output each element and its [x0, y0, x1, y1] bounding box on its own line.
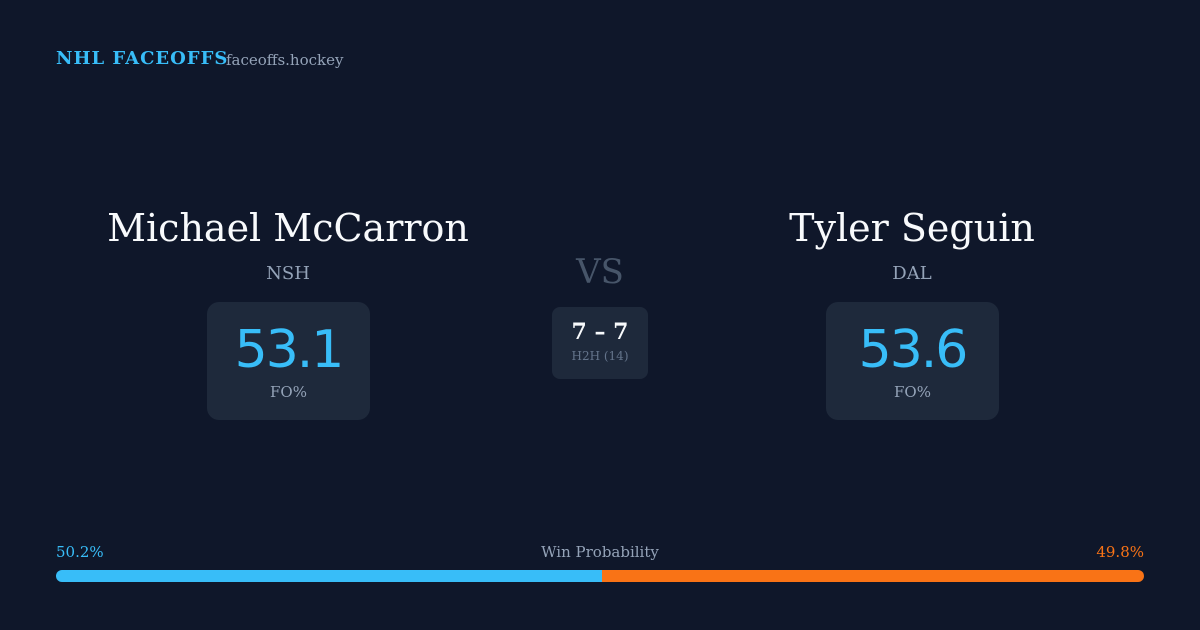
away-probability: 49.8%: [1096, 543, 1144, 561]
versus: VS: [576, 252, 624, 292]
brand: NHL FACEOFFS: [56, 48, 229, 69]
stat-card: 53.1 FO%: [207, 302, 370, 420]
probability-segment: [602, 570, 1144, 582]
fo-label: FO%: [270, 383, 307, 401]
h2h-card: 7 – 7 H2H (14): [552, 307, 648, 379]
player-name: Michael McCarron: [107, 206, 469, 250]
site: faceoffs.hockey: [226, 51, 344, 69]
team: NSH: [266, 263, 310, 284]
home-probability: 50.2%: [56, 543, 104, 561]
fo-pct: 53.1: [234, 320, 345, 380]
fo-label: FO%: [894, 383, 931, 401]
team: DAL: [892, 263, 932, 284]
stat-card: 53.6 FO%: [826, 302, 999, 420]
win-probability-title: Win Probability: [541, 543, 659, 561]
fo-pct: 53.6: [858, 320, 969, 380]
h2h-label: H2H (14): [571, 349, 629, 363]
h2h-record: 7 – 7: [571, 319, 629, 345]
player-name: Tyler Seguin: [789, 206, 1035, 250]
probability-segment: [56, 570, 603, 582]
probability-bar: [56, 570, 1144, 582]
